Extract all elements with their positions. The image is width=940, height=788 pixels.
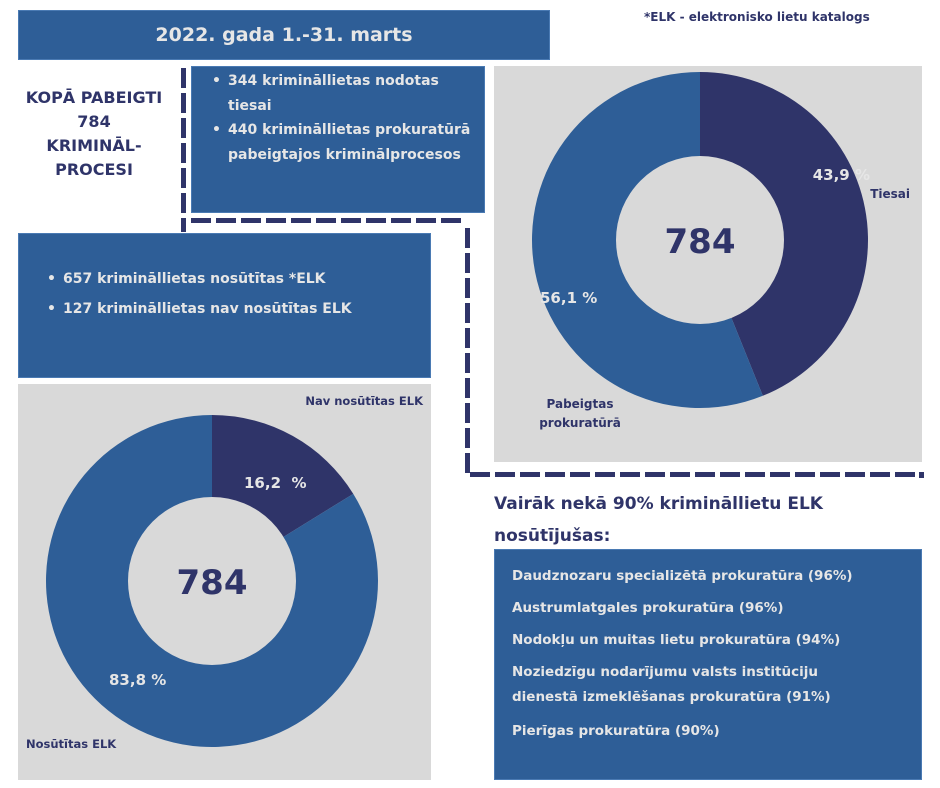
category-label-nav-nosutitas: Nav nosūtītas ELK (305, 394, 424, 408)
total-line: PROCESI (55, 160, 133, 179)
center-total-label: 784 (177, 563, 248, 603)
elk-top-heading: Vairāk nekā 90% krimināllietu ELK nosūtī… (494, 488, 934, 552)
category-label-nosutitas: Nosūtītas ELK (26, 737, 117, 751)
elk-summary-box: 657 krimināllietas nosūtītas *ELK 127 kr… (18, 233, 431, 378)
elk-donut-chart: 784 16,2 % 83,8 % Nav nosūtītas ELK Nosū… (26, 394, 424, 751)
court-summary-item: 344 krimināllietas nodotas tiesai (212, 69, 474, 118)
dashed-connector (919, 472, 924, 478)
prosecutor-list-item: Pierīgas prokuratūra (90%) (512, 723, 720, 739)
elk-summary-item: 657 krimināllietas nosūtītas *ELK (47, 264, 430, 294)
data-label-tiesai: 43,9 % (813, 166, 870, 184)
elk-footnote: *ELK - elektronisko lietu katalogs (644, 10, 870, 24)
donut-hole (128, 497, 296, 665)
data-label-prokuratura: 56,1 % (540, 289, 597, 307)
court-donut-chart-panel: 784 43,9 % 56,1 % Tiesai Pabeigtas proku… (494, 66, 922, 462)
elk-summary-item: 127 krimināllietas nav nosūtītas ELK (47, 294, 430, 324)
elk-top-heading-line: Vairāk nekā 90% krimināllietu ELK (494, 494, 823, 514)
total-line: 784 (77, 112, 111, 131)
prosecutor-list-item: Nodokļu un muitas lietu prokuratūra (94%… (512, 632, 841, 648)
data-label-nav-nosutitas: 16,2 % (244, 474, 306, 492)
dashed-connector (465, 228, 470, 474)
top-prosecutors-list: Daudznozaru specializētā prokuratūra (96… (494, 549, 922, 780)
prosecutor-list-item: Daudznozaru specializētā prokuratūra (96… (512, 568, 853, 584)
elk-top-heading-line: nosūtījušas: (494, 526, 611, 546)
category-label-prokuratura-line1: Pabeigtas (547, 397, 614, 411)
period-title-bar: 2022. gada 1.-31. marts (18, 10, 550, 60)
dashed-connector (191, 218, 461, 223)
total-line: KOPĀ PABEIGTI (25, 88, 163, 107)
prosecutor-list-item: Austrumlatgales prokuratūra (96%) (512, 600, 784, 616)
court-donut-chart: 784 43,9 % 56,1 % Tiesai Pabeigtas proku… (532, 72, 910, 430)
dashed-connector (470, 472, 916, 477)
total-completed-label: KOPĀ PABEIGTI 784 KRIMINĀL- PROCESI (8, 86, 180, 182)
donut-hole (616, 156, 784, 324)
total-line: KRIMINĀL- (46, 136, 142, 155)
category-label-tiesai: Tiesai (870, 187, 910, 201)
prosecutor-list-item: Noziedzīgu nodarījumu valsts institūciju… (512, 664, 831, 705)
category-label-prokuratura-line2: prokuratūrā (539, 416, 621, 430)
elk-donut-chart-panel: 784 16,2 % 83,8 % Nav nosūtītas ELK Nosū… (18, 384, 431, 780)
dashed-connector (181, 68, 186, 232)
court-summary-item: 440 krimināllietas prokuratūrā pabeigtaj… (212, 118, 474, 167)
period-title: 2022. gada 1.-31. marts (155, 24, 413, 46)
data-label-nosutitas: 83,8 % (109, 671, 166, 689)
slice-tiesai (700, 72, 869, 396)
court-summary-box: 344 krimināllietas nodotas tiesai 440 kr… (191, 66, 485, 213)
center-total-label: 784 (665, 222, 736, 262)
